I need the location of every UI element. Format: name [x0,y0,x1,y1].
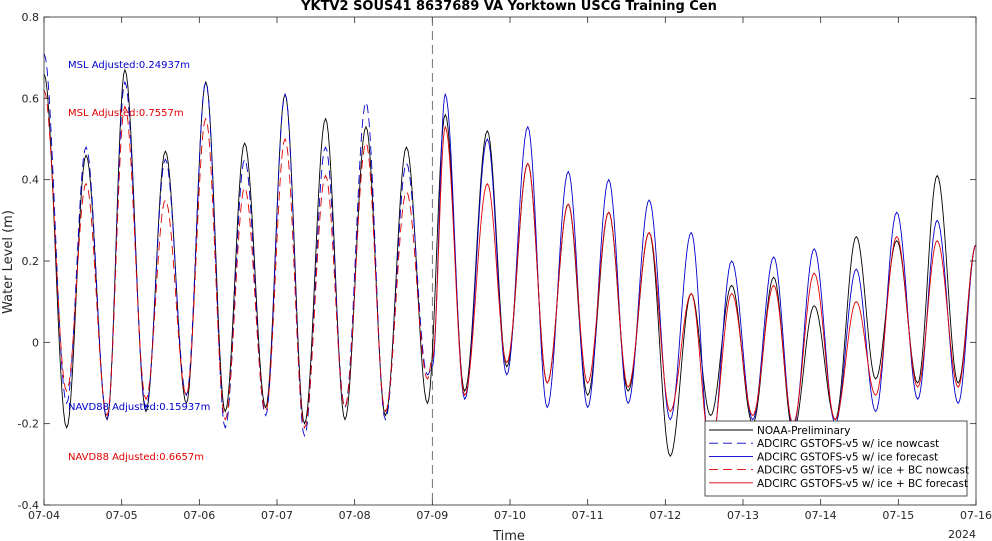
x-tick-label: 07-11 [572,509,604,522]
series-line [431,125,977,449]
y-tick-label: 0.8 [22,11,40,24]
datum-annotation: MSL Adjusted:0.24937m [68,60,190,71]
datum-annotation: MSL Adjusted:0.7557m [68,108,184,119]
x-tick-label: 07-04 [28,509,60,522]
x-tick-label: 07-13 [727,509,759,522]
series-line [431,92,977,458]
y-axis-label: Water Level (m) [1,210,16,314]
series-line [43,53,433,438]
axis-ticks: -0.4 -0.2 0 0.2 0.4 0.6 0.8 07-04 07-05 07-06 07-0… [18,11,992,522]
y-tick-label: 0 [32,336,39,349]
legend-label: ADCIRC GSTOFS-v5 w/ ice forecast [757,451,938,463]
series-line [43,68,977,458]
plot-area [43,17,977,505]
legend-box [704,420,968,497]
x-axis-label: Time [492,529,525,541]
y-tick-label: -0.4 [18,499,39,512]
x-tick-label: 07-07 [261,509,293,522]
x-tick-label: 07-12 [649,509,681,522]
series-line [43,90,433,429]
x-tick-label: 07-14 [805,509,837,522]
x-tick-label: 07-15 [882,509,914,522]
datum-annotation: NAVD88 Adjusted:0.6657m [68,452,204,463]
x-tick-label: 07-06 [183,509,215,522]
x-tick-label: 07-16 [960,509,992,522]
datum-annotation: NAVD88 Adjusted:0.15937m [68,402,210,413]
x-tick-label: 07-05 [106,509,138,522]
legend-label: NOAA-Preliminary [757,425,850,437]
x-tick-label: 07-10 [494,509,526,522]
y-tick-label: 0.4 [22,174,40,187]
y-tick-label: 0.6 [22,92,40,105]
y-tick-label: 0.2 [22,255,40,268]
x-tick-label: 07-08 [339,509,371,522]
legend-label: ADCIRC GSTOFS-v5 w/ ice + BC nowcast [757,465,969,477]
axes-frame [43,16,977,506]
datum-annotations: MSL Adjusted:0.24937m MSL Adjusted:0.7557… [68,60,210,463]
legend-label: ADCIRC GSTOFS-v5 w/ ice nowcast [757,438,939,450]
chart-title: YKTV2 SOUS41 8637689 VA Yorktown USCG Tr… [300,0,717,14]
y-tick-label: -0.2 [18,418,39,431]
year-label: 2024 [948,528,976,541]
x-tick-label: 07-09 [416,509,448,522]
legend-label: ADCIRC GSTOFS-v5 w/ ice + BC forecast [757,478,968,490]
